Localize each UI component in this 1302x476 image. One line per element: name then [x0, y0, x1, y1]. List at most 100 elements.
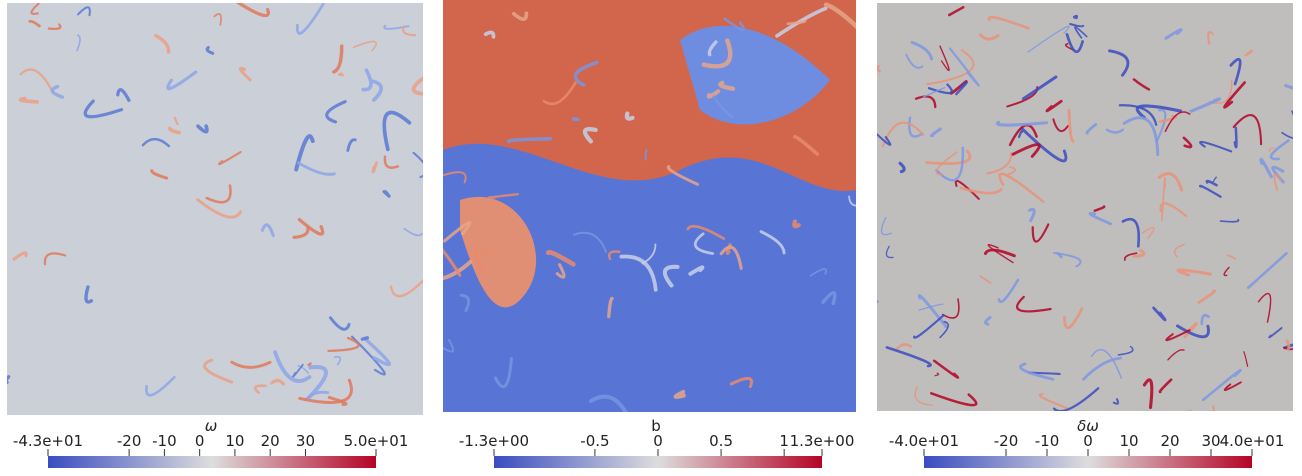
field-swirl: [1259, 157, 1273, 179]
field-swirl: [166, 70, 198, 91]
field-swirl: [914, 386, 934, 406]
field-swirl: [666, 165, 700, 186]
field-swirl: [729, 376, 754, 389]
field-swirl: [877, 64, 881, 73]
field-swirl: [411, 76, 423, 96]
tick-label: 1: [779, 432, 789, 450]
tick-label: 30: [1201, 432, 1220, 450]
field-swirl: [12, 251, 28, 261]
field-swirl: [624, 111, 635, 121]
tick-label: -1.3e+00: [459, 432, 529, 450]
tick-label: 0.5: [709, 432, 733, 450]
field-swirl: [363, 337, 391, 367]
field-swirl: [589, 394, 628, 412]
field-swirl: [1197, 289, 1217, 304]
field-swirl: [1159, 202, 1188, 218]
field-swirl: [1069, 23, 1085, 28]
field-swirl: [1093, 205, 1106, 212]
field-swirl: [995, 120, 1049, 127]
field-swirl: [296, 161, 336, 176]
field-swirl: [325, 100, 347, 124]
field-swirl: [939, 45, 950, 72]
field-swirl: [19, 68, 55, 95]
field-swirl: [823, 2, 856, 30]
field-swirl: [882, 121, 925, 148]
field-swirl: [346, 138, 357, 152]
field-swirl: [607, 296, 614, 319]
field-swirl: [809, 268, 827, 277]
field-swirl: [382, 190, 391, 198]
field-swirl: [389, 279, 423, 298]
field-swirl: [196, 124, 209, 134]
field-swirl: [1082, 356, 1122, 381]
tick-label: 10: [225, 432, 244, 450]
field-swirl: [908, 116, 924, 138]
field-swirl: [1201, 368, 1242, 402]
field-swirl: [572, 231, 608, 253]
field-swirl: [173, 116, 179, 126]
field-swirl: [291, 363, 304, 378]
field-swirl: [997, 278, 1020, 304]
field-swirl: [332, 44, 344, 74]
field-swirl: [205, 45, 215, 55]
field-swirl: [1226, 254, 1237, 260]
tick-label: 4.0e+01: [1220, 432, 1285, 450]
field-swirl: [792, 219, 801, 229]
field-swirl: [1205, 179, 1218, 187]
field-swirl: [1123, 252, 1138, 261]
field-swirl: [360, 336, 370, 341]
field-swirl: [932, 359, 960, 379]
field-swirl: [1065, 33, 1084, 53]
field-swirl: [1011, 143, 1041, 158]
field-swirl: [18, 96, 40, 104]
field-swirl: [1056, 251, 1063, 259]
field-swirl: [196, 198, 243, 219]
field-swirl: [1282, 346, 1293, 351]
colorbar: [48, 456, 376, 468]
field-swirl: [337, 72, 344, 77]
field-swirl: [333, 355, 342, 366]
field-swirl: [1142, 378, 1154, 410]
field-swirl: [1257, 292, 1272, 323]
field-swirl: [327, 395, 348, 406]
field-swirl: [218, 150, 242, 166]
field-swirl: [1088, 211, 1113, 226]
field-swirl: [1219, 218, 1240, 223]
field-swirl: [253, 384, 267, 394]
tick-label: 0: [195, 432, 205, 450]
field-swirl: [7, 375, 11, 385]
field-swirl: [719, 245, 743, 270]
field-swirl: [1199, 140, 1233, 153]
field-swirl: [712, 95, 734, 119]
field-swirl: [1244, 49, 1253, 57]
field-swirl: [473, 248, 493, 273]
tick-label: 20: [1160, 432, 1179, 450]
field-swirl: [895, 343, 913, 351]
field-swirl: [28, 19, 41, 28]
field-swirl: [1028, 207, 1036, 223]
field-swirl: [205, 184, 232, 204]
field-swirl: [1017, 130, 1024, 139]
field-swirl: [898, 161, 906, 174]
field-swirl: [571, 117, 580, 122]
field-swirl: [1045, 99, 1063, 113]
field-swirl: [1019, 362, 1055, 381]
field-swirl: [1132, 78, 1151, 91]
field-swirl: [1072, 14, 1079, 20]
field-swirl: [1132, 248, 1146, 258]
field-swirl: [1122, 116, 1160, 157]
tick-label: -10: [152, 432, 177, 450]
field-swirl: [885, 346, 932, 368]
field-swirl: [1158, 378, 1173, 394]
field-swirl: [483, 30, 496, 39]
field-swirl: [688, 265, 705, 276]
field-swirl: [1090, 349, 1123, 379]
field-swirl: [383, 155, 400, 169]
field-swirl: [984, 315, 992, 326]
colorbar-title: b: [651, 417, 661, 435]
field-swirl: [487, 192, 520, 199]
field-swirl: [1067, 108, 1075, 143]
field-swirl: [292, 226, 310, 239]
field-swirl: [1052, 118, 1069, 133]
